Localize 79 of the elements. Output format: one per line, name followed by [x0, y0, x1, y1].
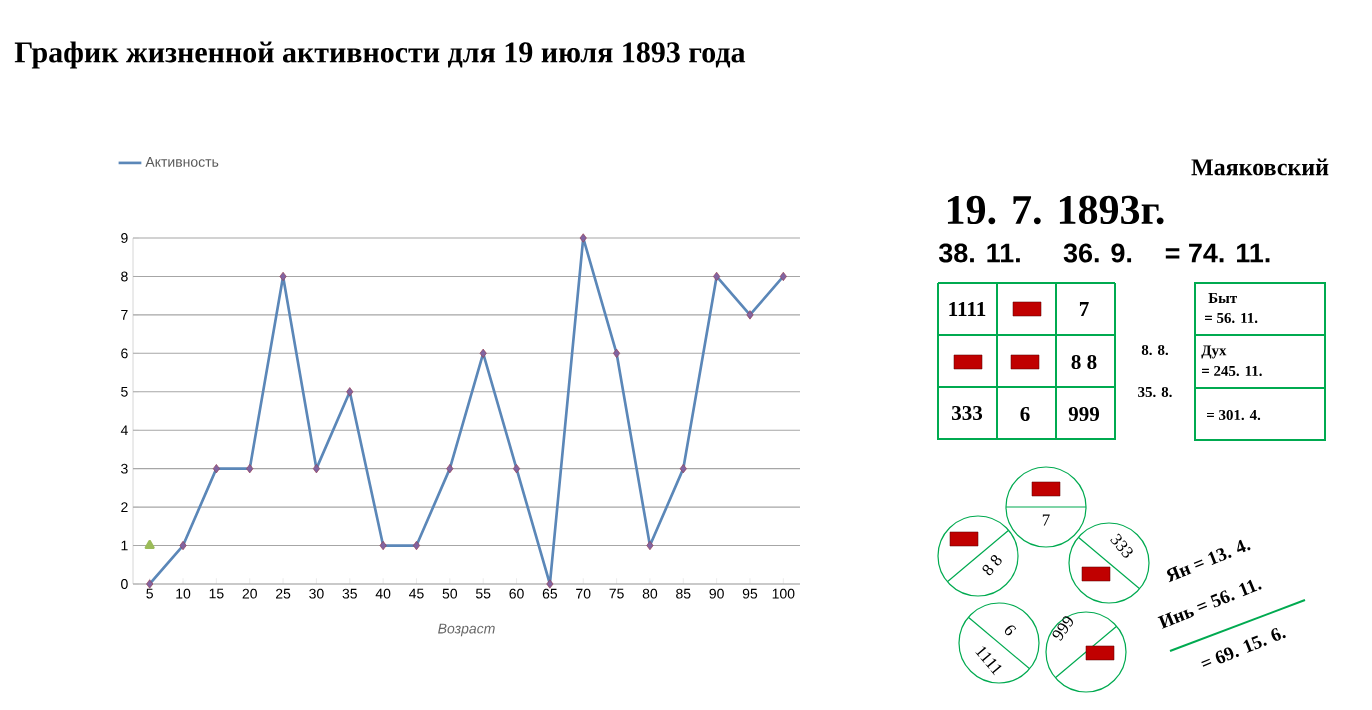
text: 38. 11.	[938, 243, 1020, 263]
x-axis-title: Возраст	[438, 623, 495, 637]
legend-label: Активность	[145, 157, 219, 167]
x-tick-label: 15	[209, 588, 224, 599]
point	[412, 540, 421, 551]
x-tick-label: 75	[609, 588, 624, 599]
x-tick-label: 20	[242, 588, 257, 599]
text: Дух	[1201, 345, 1227, 359]
x-tick-label: 70	[576, 588, 591, 599]
text: 999	[1052, 616, 1073, 641]
point	[579, 233, 587, 243]
text: 6	[1020, 406, 1030, 422]
text: 333	[952, 405, 983, 421]
y-tick-label: 0	[121, 579, 128, 589]
point	[146, 579, 154, 589]
x-tick-label: 85	[676, 588, 691, 599]
point	[679, 464, 687, 474]
text: = 74. 11.	[1165, 243, 1270, 263]
text: 8 8	[1071, 354, 1097, 370]
point	[346, 387, 354, 397]
x-tick-label: 40	[375, 588, 391, 599]
x-tick-label: 10	[176, 588, 191, 599]
y-tick-label: 9	[121, 233, 128, 243]
y-tick-label: 6	[121, 348, 128, 359]
text: = 301. 4.	[1207, 409, 1261, 421]
text: 7	[1079, 302, 1089, 316]
point	[379, 540, 387, 551]
point	[479, 348, 487, 358]
point	[212, 464, 220, 474]
text: 36. 9.	[1063, 243, 1132, 263]
text: 8. 8.	[1141, 344, 1169, 356]
y-tick-label: 3	[121, 463, 128, 474]
point	[646, 540, 654, 551]
x-tick-label: 5	[146, 588, 153, 599]
x-tick-label: 55	[475, 588, 491, 599]
x-tick-label: 60	[509, 588, 524, 599]
point	[779, 271, 787, 282]
point	[279, 271, 287, 282]
text: Маяковский	[1191, 158, 1329, 176]
point	[246, 464, 254, 474]
text: 1111	[949, 302, 986, 316]
text: = 56. 11.	[1205, 312, 1258, 324]
x-tick-label: 30	[309, 588, 324, 599]
text: = 245. 11.	[1202, 365, 1262, 377]
x-tick-label: 50	[442, 588, 458, 599]
text: 333	[1110, 533, 1133, 558]
point	[446, 464, 454, 474]
y-tick-label: 1	[121, 540, 128, 551]
point	[746, 310, 754, 320]
y-tick-label: 7	[121, 310, 128, 320]
text: 35. 8.	[1138, 386, 1172, 398]
x-tick-label: 95	[742, 588, 758, 599]
point	[179, 540, 187, 551]
x-tick-label: 45	[409, 588, 424, 599]
y-tick-label: 2	[121, 502, 128, 512]
x-tick-label: 35	[342, 588, 357, 599]
text: 6	[1004, 625, 1017, 636]
x-tick-label: 25	[276, 588, 291, 599]
point	[713, 271, 721, 282]
text: 1111	[975, 646, 1002, 676]
y-tick-label: 8	[121, 271, 128, 282]
x-tick-label: 90	[709, 588, 724, 599]
text: Быт	[1208, 293, 1237, 303]
point	[312, 464, 320, 474]
point	[512, 464, 521, 474]
text: 7	[1042, 514, 1050, 526]
text: = 69. 15. 6.	[1201, 627, 1286, 667]
point	[546, 579, 554, 589]
x-tick-label: 65	[542, 588, 558, 599]
point	[144, 539, 155, 550]
text: 999	[1068, 406, 1100, 422]
chart-title: График жизненной активности для 19 июля 1893 года	[14, 41, 746, 69]
x-tick-label: 80	[642, 588, 658, 599]
x-tick-label: 100	[772, 588, 795, 599]
point	[613, 348, 621, 358]
y-tick-label: 4	[120, 425, 128, 436]
text: 8 8	[982, 554, 1002, 576]
text: 19. 7. 1893г.	[947, 195, 1164, 225]
y-tick-label: 5	[121, 386, 128, 397]
